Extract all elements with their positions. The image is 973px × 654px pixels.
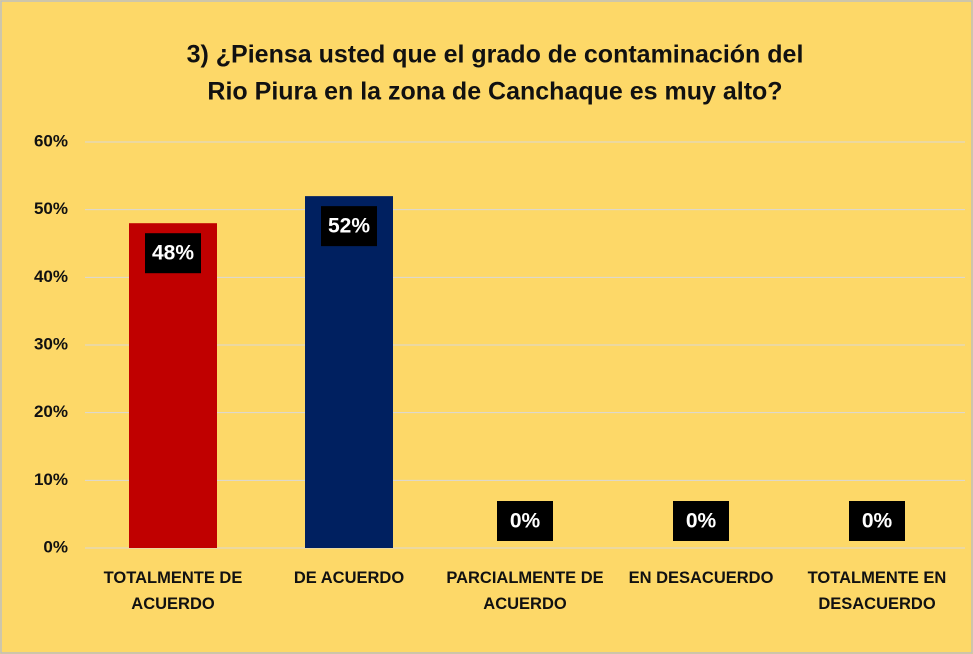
y-tick-label: 0% — [43, 537, 68, 556]
y-tick-label: 40% — [34, 267, 68, 286]
value-label-box — [145, 233, 201, 274]
x-tick-label: PARCIALMENTE DE ACUERDO — [446, 569, 604, 613]
y-tick-label: 50% — [34, 199, 68, 218]
x-tick-label: EN DESACUERDO — [628, 569, 774, 587]
x-tick-label: TOTALMENTE DE ACUERDO — [103, 569, 243, 613]
value-label: 52% — [328, 215, 370, 238]
chart-title: Rio Piura en la zona de Canchaque es muy… — [207, 78, 782, 106]
y-tick-label: 30% — [34, 334, 68, 353]
y-tick-label: 10% — [34, 470, 68, 489]
y-tick-label: 60% — [34, 131, 68, 150]
value-label-box — [673, 501, 729, 541]
bar — [129, 223, 217, 548]
bar — [305, 196, 393, 548]
value-label-box — [497, 501, 553, 541]
value-label: 0% — [862, 510, 893, 533]
x-tick-label: DE ACUERDO — [293, 569, 405, 587]
y-tick-label: 20% — [34, 402, 68, 421]
value-label-box — [321, 206, 377, 247]
value-label: 48% — [152, 242, 194, 265]
chart-title: 3) ¿Piensa usted que el grado de contami… — [187, 41, 804, 69]
value-label: 0% — [686, 510, 717, 533]
value-label: 0% — [510, 510, 541, 533]
value-label-box — [849, 501, 905, 541]
x-tick-label: TOTALMENTE EN DESACUERDO — [807, 569, 947, 613]
